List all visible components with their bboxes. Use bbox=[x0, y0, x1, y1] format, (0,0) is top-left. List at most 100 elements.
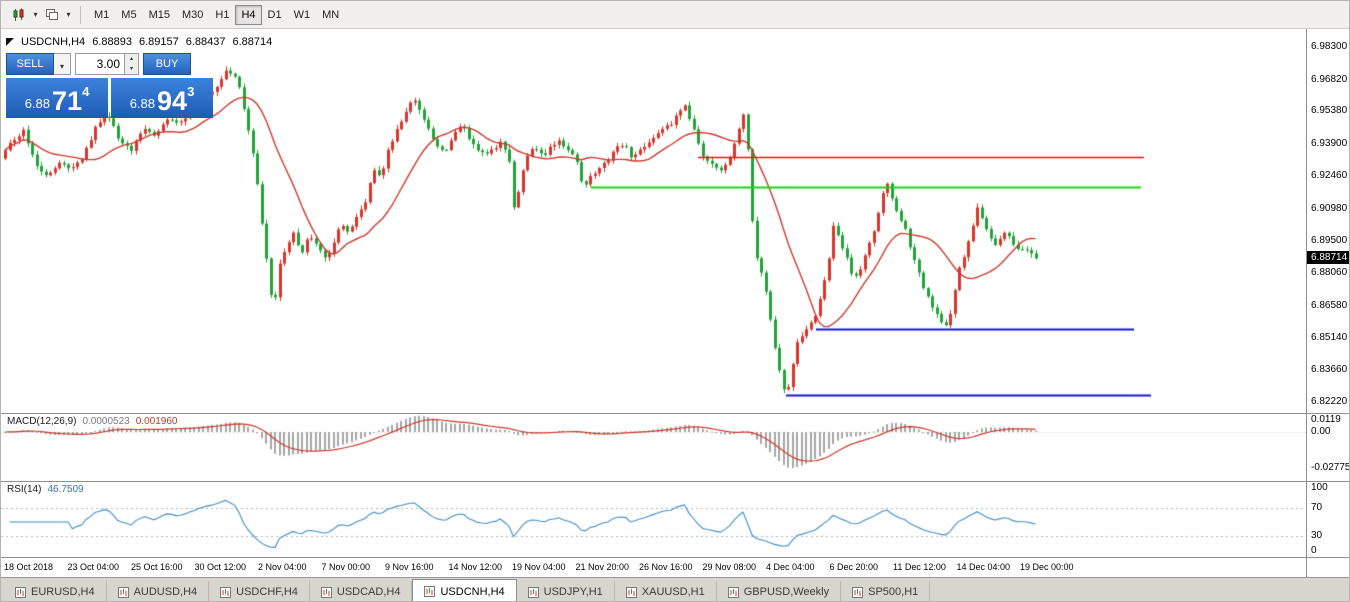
time-axis-label: 21 Nov 20:00 bbox=[575, 562, 630, 572]
timeframe-m5-button[interactable]: M5 bbox=[121, 8, 137, 21]
macd-main-value: 0.0000523 bbox=[82, 416, 130, 427]
price-scale[interactable] bbox=[1306, 29, 1349, 577]
timeframe-mn-button[interactable]: MN bbox=[322, 8, 340, 21]
mini-chart-icon bbox=[852, 586, 864, 598]
price-scale-label: 6.85140 bbox=[1311, 331, 1348, 343]
mini-chart-icon bbox=[424, 586, 436, 597]
lot-decrease-button[interactable]: ▾ bbox=[129, 66, 133, 72]
rsi-panel: RSI(14) 46.7509 bbox=[1, 481, 1349, 557]
chevron-down-icon: ▾ bbox=[59, 61, 64, 71]
rsi-scale-label: 70 bbox=[1311, 502, 1323, 514]
time-axis-label: 23 Oct 04:00 bbox=[67, 562, 120, 572]
macd-signal-value: 0.001960 bbox=[135, 416, 178, 427]
tab-usdchf-h4[interactable]: USDCHF,H4 bbox=[209, 581, 310, 601]
rsi-value: 46.7509 bbox=[47, 484, 84, 495]
price-scale-label: 6.90980 bbox=[1311, 202, 1348, 214]
one-click-toggle-icon[interactable] bbox=[6, 38, 14, 46]
tab-usdcnh-h4[interactable]: USDCNH,H4 bbox=[412, 579, 517, 601]
rsi-scale-label: 100 bbox=[1311, 482, 1328, 493]
mini-chart-icon bbox=[220, 586, 232, 598]
rsi-scale-label: 0 bbox=[1311, 545, 1317, 556]
window-layout-icon[interactable] bbox=[40, 4, 64, 26]
buy-button[interactable]: BUY bbox=[143, 53, 191, 75]
timeframe-m1-button[interactable]: M1 bbox=[94, 8, 110, 21]
timeframe-h1-button[interactable]: H1 bbox=[215, 8, 230, 21]
current-price-badge: 6.88714 bbox=[1307, 251, 1349, 265]
symbol-timeframe-label: USDCNH,H4 bbox=[21, 36, 86, 48]
chevron-down-icon[interactable]: ▾ bbox=[66, 10, 71, 19]
price-scale-label: 6.86580 bbox=[1311, 299, 1348, 311]
timeframe-m30-button[interactable]: M30 bbox=[181, 8, 204, 21]
mini-chart-icon bbox=[625, 586, 637, 598]
time-axis-label: 2 Nov 04:00 bbox=[258, 562, 307, 572]
main-chart-canvas[interactable] bbox=[1, 29, 1306, 413]
macd-canvas[interactable] bbox=[1, 414, 1306, 481]
macd-scale-label: -0.02775 bbox=[1311, 462, 1350, 474]
price-scale-label: 6.83660 bbox=[1311, 364, 1348, 376]
tab-usdcad-h4[interactable]: USDCAD,H4 bbox=[310, 581, 413, 601]
chart-tabs: EURUSD,H4 AUDUSD,H4 USDCHF,H4 USDCAD,H4 USDC… bbox=[1, 577, 1349, 601]
timeframe-buttons: M1 M5 M15 M30 H1 H4 D1 W1 MN bbox=[88, 4, 345, 25]
timeframe-h4-button[interactable]: H4 bbox=[235, 4, 262, 25]
tab-usdjpy-h1[interactable]: USDJPY,H1 bbox=[517, 581, 615, 601]
one-click-trading-panel: SELL ▾ ▴ ▾ BUY 6.88 71 4 6.8 bbox=[6, 53, 213, 118]
rsi-scale-label: 30 bbox=[1311, 529, 1323, 541]
main-chart-area: USDCNH,H4 6.88893 6.89157 6.88437 6.8871… bbox=[1, 29, 1349, 413]
time-axis-label: 4 Dec 04:00 bbox=[766, 562, 815, 572]
tab-eurusd-h4[interactable]: EURUSD,H4 bbox=[4, 581, 107, 601]
sell-button[interactable]: SELL bbox=[6, 53, 54, 75]
price-scale-label: 6.95380 bbox=[1311, 105, 1348, 117]
lot-increase-button[interactable]: ▴ bbox=[129, 56, 133, 62]
time-axis-label: 19 Dec 00:00 bbox=[1020, 562, 1074, 572]
mini-chart-icon bbox=[320, 586, 332, 598]
macd-name: MACD(12,26,9) bbox=[7, 416, 77, 427]
price-scale-label: 6.89500 bbox=[1311, 235, 1348, 247]
price-scale-label: 6.88060 bbox=[1311, 267, 1348, 279]
timeframe-w1-button[interactable]: W1 bbox=[293, 8, 311, 21]
buy-price-display[interactable]: 6.88 94 3 bbox=[111, 78, 213, 118]
macd-panel: MACD(12,26,9) 0.0000523 0.001960 bbox=[1, 413, 1349, 481]
close-value: 6.88714 bbox=[232, 36, 273, 48]
candlestick-chart-icon[interactable] bbox=[7, 4, 31, 26]
rsi-name: RSI(14) bbox=[7, 484, 42, 495]
trade-controls-row: SELL ▾ ▴ ▾ BUY bbox=[6, 53, 213, 75]
tab-label: AUDUSD,H4 bbox=[133, 586, 198, 598]
time-axis-label: 26 Nov 16:00 bbox=[639, 562, 693, 572]
sell-price-main: 71 bbox=[52, 86, 83, 116]
timeframe-m15-button[interactable]: M15 bbox=[148, 8, 170, 21]
time-axis-label: 18 Oct 2018 bbox=[4, 562, 54, 572]
low-value: 6.88437 bbox=[185, 36, 226, 48]
lot-spinner: ▴ ▾ bbox=[125, 53, 139, 75]
buy-price-pip: 3 bbox=[187, 84, 195, 99]
tab-label: SP500,H1 bbox=[868, 586, 919, 598]
tab-label: EURUSD,H4 bbox=[31, 586, 95, 598]
tab-gbpusd-weekly[interactable]: GBPUSD,Weekly bbox=[717, 581, 842, 601]
price-scale-label: 6.96820 bbox=[1311, 73, 1348, 85]
tab-label: GBPUSD,Weekly bbox=[743, 586, 830, 598]
time-axis-label: 19 Nov 04:00 bbox=[512, 562, 566, 572]
mini-chart-icon bbox=[15, 586, 26, 598]
tab-audusd-h4[interactable]: AUDUSD,H4 bbox=[107, 581, 210, 601]
buy-price-main: 94 bbox=[157, 86, 188, 116]
lot-size-input[interactable] bbox=[75, 53, 125, 75]
price-scale-label: 6.92460 bbox=[1311, 169, 1348, 181]
time-axis-label: 14 Dec 04:00 bbox=[956, 562, 1011, 572]
rsi-canvas[interactable] bbox=[1, 482, 1306, 557]
sell-options-dropdown[interactable]: ▾ bbox=[54, 53, 71, 75]
tab-label: USDJPY,H1 bbox=[543, 586, 603, 598]
high-value: 6.89157 bbox=[138, 36, 179, 48]
timeframe-d1-button[interactable]: D1 bbox=[267, 8, 282, 21]
trade-prices-row: 6.88 71 4 6.88 94 3 bbox=[6, 78, 213, 118]
tab-xauusd-h1[interactable]: XAUUSD,H1 bbox=[615, 581, 717, 601]
tab-label: USDCAD,H4 bbox=[336, 586, 401, 598]
macd-scale-label: 0.00 bbox=[1311, 426, 1331, 437]
time-axis[interactable]: 18 Oct 2018 23 Oct 04:00 25 Oct 16:00 30 Oc… bbox=[1, 557, 1349, 577]
time-axis-label: 14 Nov 12:00 bbox=[448, 562, 503, 572]
tab-sp500-h1[interactable]: SP500,H1 bbox=[841, 581, 931, 601]
sell-price-display[interactable]: 6.88 71 4 bbox=[6, 78, 108, 118]
chevron-down-icon[interactable]: ▾ bbox=[33, 10, 38, 19]
time-axis-label: 9 Nov 16:00 bbox=[385, 562, 434, 572]
mini-chart-icon bbox=[527, 586, 539, 598]
lot-size-field: ▴ ▾ bbox=[75, 53, 139, 75]
